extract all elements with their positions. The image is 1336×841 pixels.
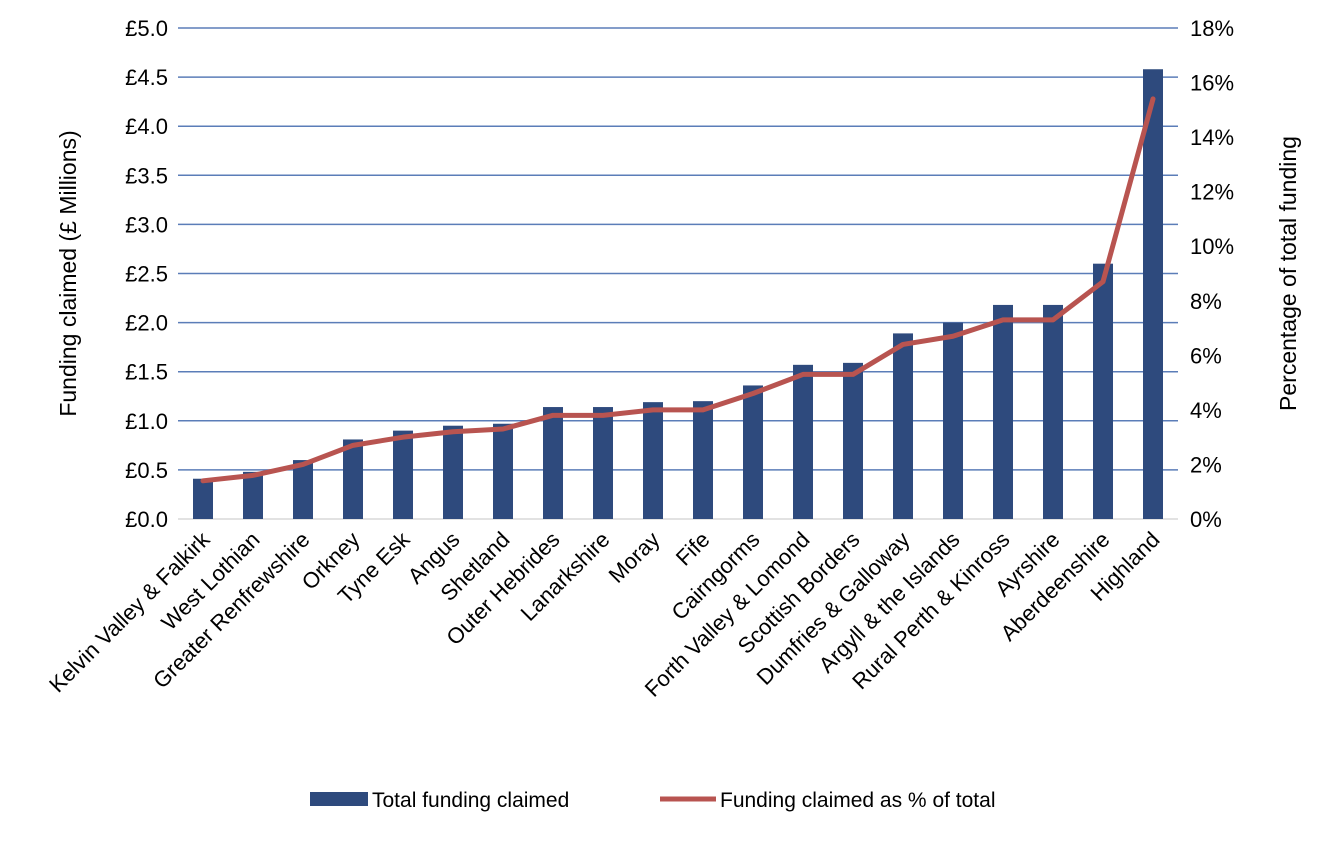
- y2-tick-label: 18%: [1190, 16, 1234, 41]
- bar: [843, 362, 863, 519]
- bar: [693, 401, 713, 519]
- series-line: [200, 96, 1156, 484]
- y-tick-label: £4.0: [125, 114, 168, 139]
- y-tick-label: £0.0: [125, 507, 168, 532]
- x-tick-label: Moray: [604, 527, 665, 588]
- bar: [743, 385, 763, 519]
- y2-tick-label: 16%: [1190, 71, 1234, 96]
- bar: [1043, 304, 1063, 519]
- y-tick-label: £5.0: [125, 16, 168, 41]
- bar: [893, 333, 913, 519]
- legend-swatch-bar: [310, 792, 368, 806]
- y-tick-label: £0.5: [125, 458, 168, 483]
- y-tick-label: £2.5: [125, 262, 168, 287]
- legend-label: Funding claimed as % of total: [720, 789, 995, 812]
- y-tick-label: £3.0: [125, 212, 168, 237]
- y2-tick-label: 12%: [1190, 180, 1234, 205]
- y2-tick-label: 10%: [1190, 234, 1234, 259]
- y2-tick-label: 2%: [1190, 452, 1222, 477]
- bar: [793, 364, 813, 519]
- x-tick-label: Fife: [671, 527, 715, 571]
- y-tick-label: £1.0: [125, 409, 168, 434]
- bar: [993, 304, 1013, 519]
- bar: [943, 322, 963, 519]
- y2-tick-label: 8%: [1190, 289, 1222, 314]
- bar: [293, 460, 313, 519]
- bar: [343, 439, 363, 519]
- y2-tick-label: 6%: [1190, 343, 1222, 368]
- y2-tick-label: 0%: [1190, 507, 1222, 532]
- y-tick-label: £2.0: [125, 311, 168, 336]
- bar: [593, 407, 613, 519]
- bar: [243, 471, 263, 519]
- y-tick-label: £1.5: [125, 360, 168, 385]
- bar: [443, 425, 463, 519]
- y2-axis-title: Percentage of total funding: [1275, 136, 1301, 411]
- y-tick-label: £4.5: [125, 65, 168, 90]
- y-axis-title: Funding claimed (£ Millions): [55, 130, 81, 416]
- y-tick-label: £3.5: [125, 163, 168, 188]
- bar: [1143, 69, 1163, 519]
- y2-tick-label: 14%: [1190, 125, 1234, 150]
- bar: [643, 402, 663, 519]
- bar: [393, 430, 413, 519]
- bar: [543, 407, 563, 519]
- bar: [493, 423, 513, 519]
- legend-label: Total funding claimed: [372, 789, 569, 812]
- bar: [1093, 263, 1113, 519]
- y2-tick-label: 4%: [1190, 398, 1222, 423]
- bar: [193, 478, 213, 519]
